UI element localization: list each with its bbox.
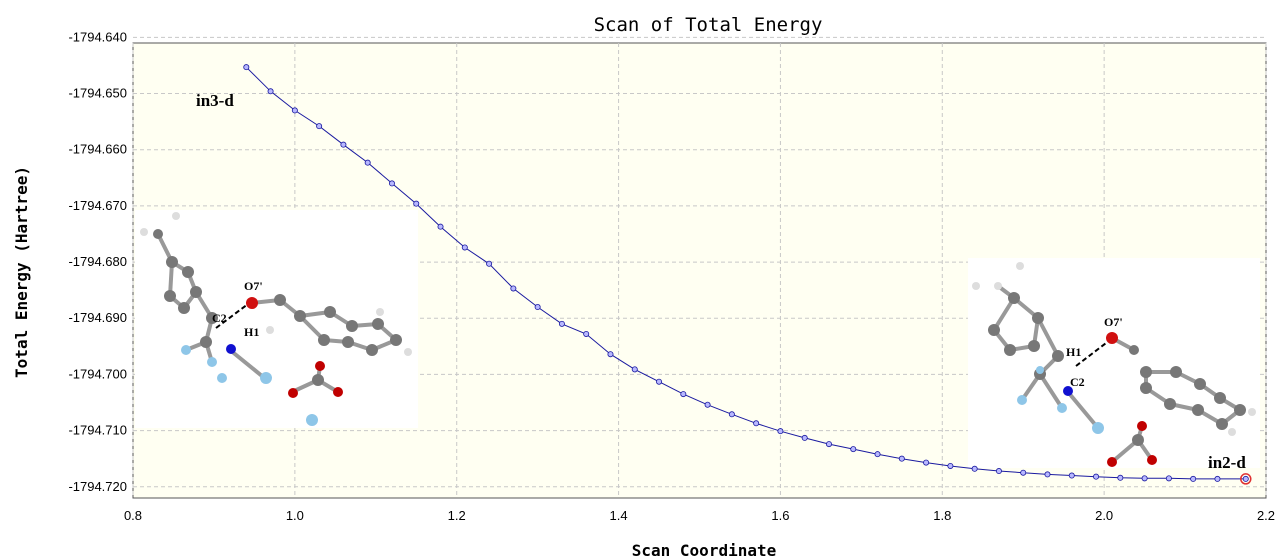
x-tick-label: 1.4 — [610, 508, 628, 523]
right-molecule-inset: O7' H1 C2 — [968, 258, 1260, 468]
left-h1-label: H1 — [244, 325, 259, 339]
data-point — [680, 391, 687, 398]
series-line — [245, 66, 1246, 480]
x-tick-label: 1.2 — [448, 508, 466, 523]
data-point — [316, 123, 323, 130]
data-point — [874, 451, 881, 458]
energy-series — [243, 64, 1252, 485]
data-point — [1020, 469, 1027, 476]
data-point — [631, 366, 638, 373]
data-point — [656, 378, 663, 385]
x-axis-label: Scan Coordinate — [632, 541, 777, 558]
data-point — [340, 141, 347, 148]
data-point — [558, 320, 565, 327]
y-tick-label: -1794.640 — [68, 29, 127, 44]
data-point — [801, 434, 808, 441]
axis-ticks: 0.8 1.0 1.2 1.4 1.6 1.8 2.0 2.2 -1794.640 -1794.6… — [68, 29, 1275, 523]
x-tick-label: 2.2 — [1257, 508, 1275, 523]
data-point — [583, 330, 590, 337]
x-tick-label: 1.8 — [933, 508, 951, 523]
data-point — [1141, 475, 1148, 482]
x-tick-label: 2.0 — [1095, 508, 1113, 523]
data-point — [437, 223, 444, 230]
data-point — [1044, 471, 1051, 478]
right-c2-label: C2 — [1070, 375, 1085, 389]
data-point — [243, 64, 250, 71]
data-point — [898, 455, 905, 462]
data-point — [1093, 473, 1100, 480]
data-point — [753, 420, 760, 427]
left-o7-label: O7' — [244, 279, 263, 293]
left-c2-label: C2 — [212, 311, 227, 325]
x-tick-label: 1.0 — [286, 508, 304, 523]
data-point — [728, 411, 735, 418]
data-point — [1190, 475, 1197, 482]
data-point — [1165, 475, 1172, 482]
data-point — [947, 462, 954, 469]
y-tick-label: -1794.650 — [68, 86, 127, 101]
data-point — [825, 441, 832, 448]
data-point — [971, 465, 978, 472]
right-o7-label: O7' — [1104, 315, 1123, 329]
data-point — [1214, 475, 1221, 482]
data-point — [413, 200, 420, 207]
data-point — [607, 351, 614, 358]
left-molecule-inset: O7' C2 H1 — [135, 210, 418, 428]
y-tick-label: -1794.660 — [68, 142, 127, 157]
y-tick-label: -1794.720 — [68, 479, 127, 494]
data-point — [850, 446, 857, 453]
data-point — [291, 107, 298, 114]
data-point — [364, 159, 371, 166]
x-tick-label: 1.6 — [771, 508, 789, 523]
data-point — [1117, 474, 1124, 481]
data-point — [388, 180, 395, 187]
highlighted-point — [1240, 473, 1252, 485]
right-h1-label: H1 — [1066, 345, 1081, 359]
y-tick-label: -1794.700 — [68, 366, 127, 381]
y-tick-label: -1794.680 — [68, 254, 127, 269]
chart-title: Scan of Total Energy — [594, 14, 823, 36]
annotation-in2-d: in2-d — [1208, 453, 1246, 472]
y-tick-label: -1794.710 — [68, 423, 127, 438]
data-point — [995, 468, 1002, 475]
data-point — [510, 285, 517, 292]
data-point — [267, 88, 274, 95]
y-axis-label: Total Energy (Hartree) — [12, 166, 31, 378]
x-tick-label: 0.8 — [124, 508, 142, 523]
data-point — [534, 304, 541, 311]
data-point — [1242, 475, 1249, 482]
data-point — [777, 428, 784, 435]
y-tick-label: -1794.670 — [68, 198, 127, 213]
data-point — [461, 244, 468, 251]
data-point — [923, 459, 930, 466]
data-point — [486, 260, 493, 267]
data-point — [704, 401, 711, 408]
annotation-in3-d: in3-d — [196, 91, 234, 110]
data-point — [1068, 472, 1075, 479]
y-tick-label: -1794.690 — [68, 310, 127, 325]
